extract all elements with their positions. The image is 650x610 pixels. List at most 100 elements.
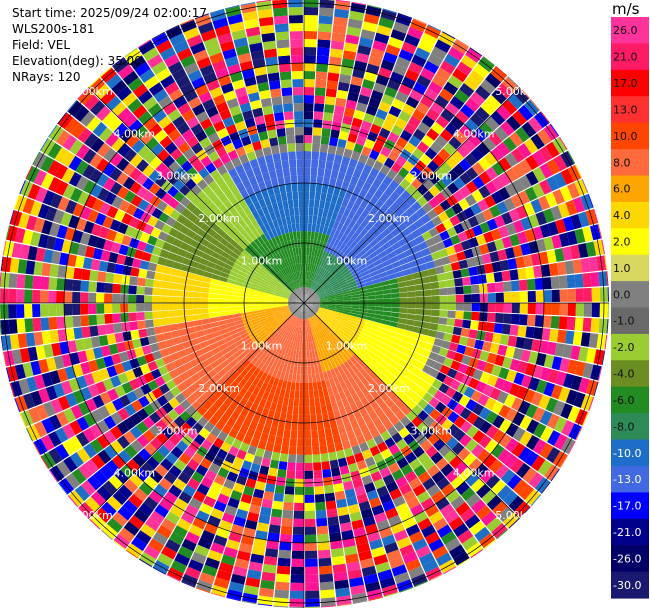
- range-gate-3792: [229, 270, 239, 278]
- range-gate-3182: [128, 378, 141, 391]
- range-gate-1899: [422, 477, 436, 491]
- range-gate-2710: [224, 435, 235, 446]
- range-gate-2399: [287, 462, 296, 471]
- range-gate-1164: [567, 288, 576, 302]
- range-gate-1229: [463, 311, 472, 320]
- range-gate-3358: [264, 308, 273, 312]
- range-gate-2738: [265, 356, 272, 366]
- range-gate-3144: [126, 390, 138, 403]
- range-gate-1669: [497, 448, 512, 464]
- range-gate-2084: [346, 430, 356, 440]
- range-gate-4370: [294, 280, 299, 289]
- range-gate-3573: [104, 282, 113, 293]
- range-gate-3140: [154, 376, 166, 387]
- range-gate-3241: [266, 313, 275, 318]
- range-gate-3452: [136, 312, 145, 321]
- range-gate-4239: [172, 115, 186, 129]
- range-gate-600: [388, 212, 399, 223]
- range-gate-3670: [264, 292, 274, 297]
- range-gate-2875: [149, 470, 163, 484]
- range-gate-2246: [324, 484, 334, 494]
- range-gate-772: [512, 163, 526, 179]
- range-gate-2252: [329, 532, 342, 542]
- range-gate-1306: [452, 326, 462, 336]
- range-gate-3251: [190, 338, 200, 346]
- range-gate-372: [380, 146, 392, 158]
- range-gate-3457: [96, 314, 106, 325]
- range-gate-721: [427, 209, 438, 220]
- range-gate-1093: [312, 301, 320, 303]
- range-gate-813: [532, 167, 546, 183]
- range-gate-4459: [269, 194, 277, 205]
- range-gate-723: [439, 199, 452, 211]
- range-gate-4010: [90, 137, 105, 153]
- range-gate-2042: [344, 405, 353, 415]
- range-gate-2746: [230, 410, 240, 421]
- range-gate-605: [417, 184, 429, 196]
- range-gate-3503: [40, 304, 49, 317]
- range-gate-2320: [304, 454, 313, 463]
- range-gate-1139: [367, 299, 376, 303]
- range-gate-6: [304, 247, 307, 256]
- range-gate-1455: [391, 337, 402, 345]
- range-gate-4486: [299, 287, 303, 296]
- range-gate-3406: [192, 314, 202, 321]
- range-gate-911: [408, 260, 418, 268]
- range-gate-4296: [276, 253, 282, 262]
- range-gate-2832: [178, 452, 192, 465]
- range-gate-2935: [238, 356, 248, 366]
- range-gate-4071: [208, 212, 219, 223]
- range-gate-1346: [458, 336, 469, 346]
- range-gate-658: [506, 115, 521, 131]
- range-gate-4617: [290, 175, 298, 184]
- range-gate-4205: [137, 90, 153, 105]
- range-gate-3333: [155, 333, 165, 343]
- range-gate-2367: [293, 518, 304, 527]
- range-gate-3935: [54, 147, 69, 163]
- range-gate-3208: [222, 332, 231, 339]
- range-gate-394: [320, 268, 326, 277]
- range-gate-3945: [257, 270, 265, 277]
- range-gate-3479: [232, 303, 241, 307]
- range-gate-1935: [400, 464, 413, 476]
- range-gate-914: [431, 251, 441, 261]
- range-gate-4003: [135, 172, 148, 186]
- range-gate-2687: [174, 553, 191, 567]
- range-gate-2648: [188, 559, 204, 572]
- range-gate-1666: [478, 434, 492, 449]
- range-gate-1484: [318, 309, 326, 314]
- range-gate-660: [518, 104, 534, 121]
- range-gate-1273: [501, 323, 511, 335]
- range-gate-3515: [256, 300, 264, 303]
- range-gate-1305: [445, 325, 455, 334]
- range-gate-3639: [201, 281, 210, 288]
- range-gate-1407: [326, 310, 335, 315]
- range-gate-1924: [356, 390, 365, 400]
- range-gate-3067: [130, 412, 143, 426]
- range-gate-2383: [300, 334, 303, 343]
- range-gate-1595: [539, 443, 554, 459]
- range-gate-569: [427, 160, 440, 173]
- range-gate-1974: [391, 469, 404, 481]
- range-gate-92: [315, 183, 323, 193]
- range-gate-791: [380, 255, 390, 263]
- range-gate-3043: [290, 307, 298, 313]
- range-gate-2279: [311, 438, 320, 447]
- range-gate-726: [459, 185, 472, 198]
- range-gate-3917: [179, 225, 190, 235]
- range-gate-3533: [112, 293, 121, 303]
- range-gate-4310: [220, 153, 231, 165]
- range-gate-582: [496, 83, 513, 99]
- range-gate-2517: [259, 465, 270, 476]
- range-gate-390: [304, 296, 309, 303]
- range-gate-693: [490, 146, 504, 162]
- range-gate-195: [304, 295, 307, 303]
- range-gate-4185: [238, 219, 248, 229]
- colorbar-tick-16: -8.0: [613, 420, 634, 433]
- range-gate-2755: [191, 471, 204, 484]
- range-gate-2106: [304, 303, 307, 311]
- range-gate-279: [321, 250, 327, 260]
- range-gate-2481: [263, 491, 274, 501]
- range-gate-3145: [119, 394, 131, 407]
- range-gate-3535: [96, 293, 105, 303]
